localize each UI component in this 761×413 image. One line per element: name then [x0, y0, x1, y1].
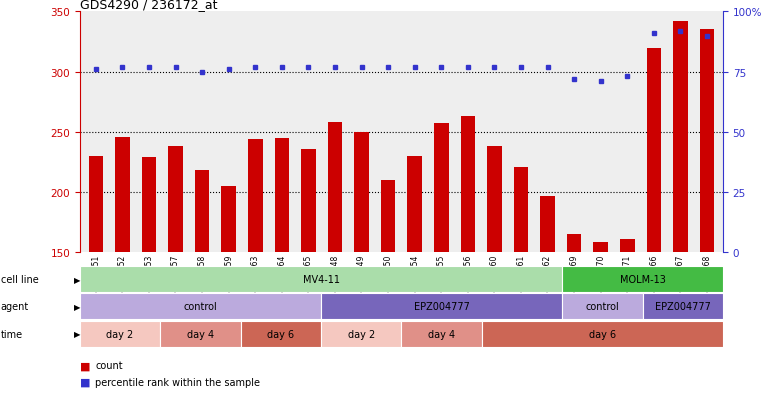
Bar	[80, 294, 321, 320]
Bar	[482, 321, 723, 347]
Text: MOLM-13: MOLM-13	[619, 274, 666, 285]
Text: ▶: ▶	[74, 330, 81, 338]
Bar	[514, 167, 528, 253]
Text: control: control	[585, 301, 619, 312]
Text: day 2: day 2	[107, 329, 134, 339]
Text: day 6: day 6	[267, 329, 295, 339]
Bar	[355, 133, 369, 253]
Bar	[434, 124, 448, 253]
Bar	[673, 22, 688, 253]
Bar	[80, 321, 161, 347]
Text: percentile rank within the sample: percentile rank within the sample	[95, 377, 260, 387]
Text: EPZ004777: EPZ004777	[654, 301, 711, 312]
Bar	[195, 171, 209, 253]
Bar	[401, 321, 482, 347]
Bar	[699, 31, 715, 253]
Bar	[142, 158, 156, 253]
Bar	[620, 240, 635, 253]
Text: count: count	[95, 361, 123, 370]
Bar	[647, 48, 661, 253]
Text: day 4: day 4	[187, 329, 214, 339]
Bar	[88, 157, 103, 253]
Bar	[562, 266, 723, 292]
Bar	[248, 140, 263, 253]
Bar	[328, 123, 342, 253]
Text: ▶: ▶	[74, 302, 81, 311]
Text: cell line: cell line	[1, 274, 39, 285]
Bar	[240, 321, 321, 347]
Bar	[380, 180, 396, 253]
Bar	[594, 242, 608, 253]
Bar	[275, 139, 289, 253]
Bar	[642, 294, 723, 320]
Text: ■: ■	[80, 377, 91, 387]
Bar	[407, 157, 422, 253]
Bar	[487, 147, 501, 253]
Bar	[80, 266, 562, 292]
Text: day 4: day 4	[428, 329, 455, 339]
Text: agent: agent	[1, 301, 29, 312]
Bar	[115, 138, 129, 253]
Text: control: control	[183, 301, 218, 312]
Bar	[221, 187, 236, 253]
Text: ▶: ▶	[74, 275, 81, 284]
Text: MV4-11: MV4-11	[303, 274, 339, 285]
Text: time: time	[1, 329, 23, 339]
Bar	[301, 150, 316, 253]
Text: day 6: day 6	[589, 329, 616, 339]
Bar	[567, 235, 581, 253]
Bar	[321, 294, 562, 320]
Bar	[168, 147, 183, 253]
Text: ■: ■	[80, 361, 91, 370]
Text: GDS4290 / 236172_at: GDS4290 / 236172_at	[80, 0, 218, 11]
Bar	[460, 117, 475, 253]
Bar	[321, 321, 402, 347]
Bar	[562, 294, 642, 320]
Text: EPZ004777: EPZ004777	[414, 301, 470, 312]
Bar	[161, 321, 240, 347]
Bar	[540, 196, 555, 253]
Text: day 2: day 2	[348, 329, 375, 339]
